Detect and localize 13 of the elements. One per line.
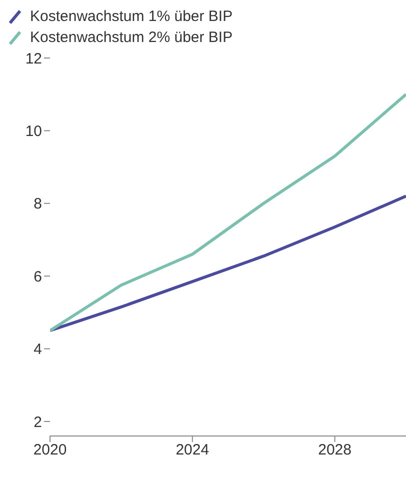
- legend-label: Kostenwachstum 1% über BIP: [30, 8, 233, 25]
- line-series: [50, 92, 406, 332]
- y-tick-label: 12: [25, 50, 42, 68]
- x-tick-label: 2028: [318, 442, 352, 459]
- legend-label: Kostenwachstum 2% über BIP: [30, 29, 233, 46]
- x-tick-label: 2024: [176, 442, 210, 459]
- line-series: [50, 194, 406, 332]
- y-tick-label: 10: [25, 123, 42, 140]
- x-tick-label: 2020: [33, 442, 67, 459]
- y-tick-label: 4: [34, 341, 42, 358]
- y-tick-label: 2: [34, 414, 42, 431]
- y-tick-label: 6: [34, 268, 42, 286]
- y-tick-label: 8: [34, 196, 42, 213]
